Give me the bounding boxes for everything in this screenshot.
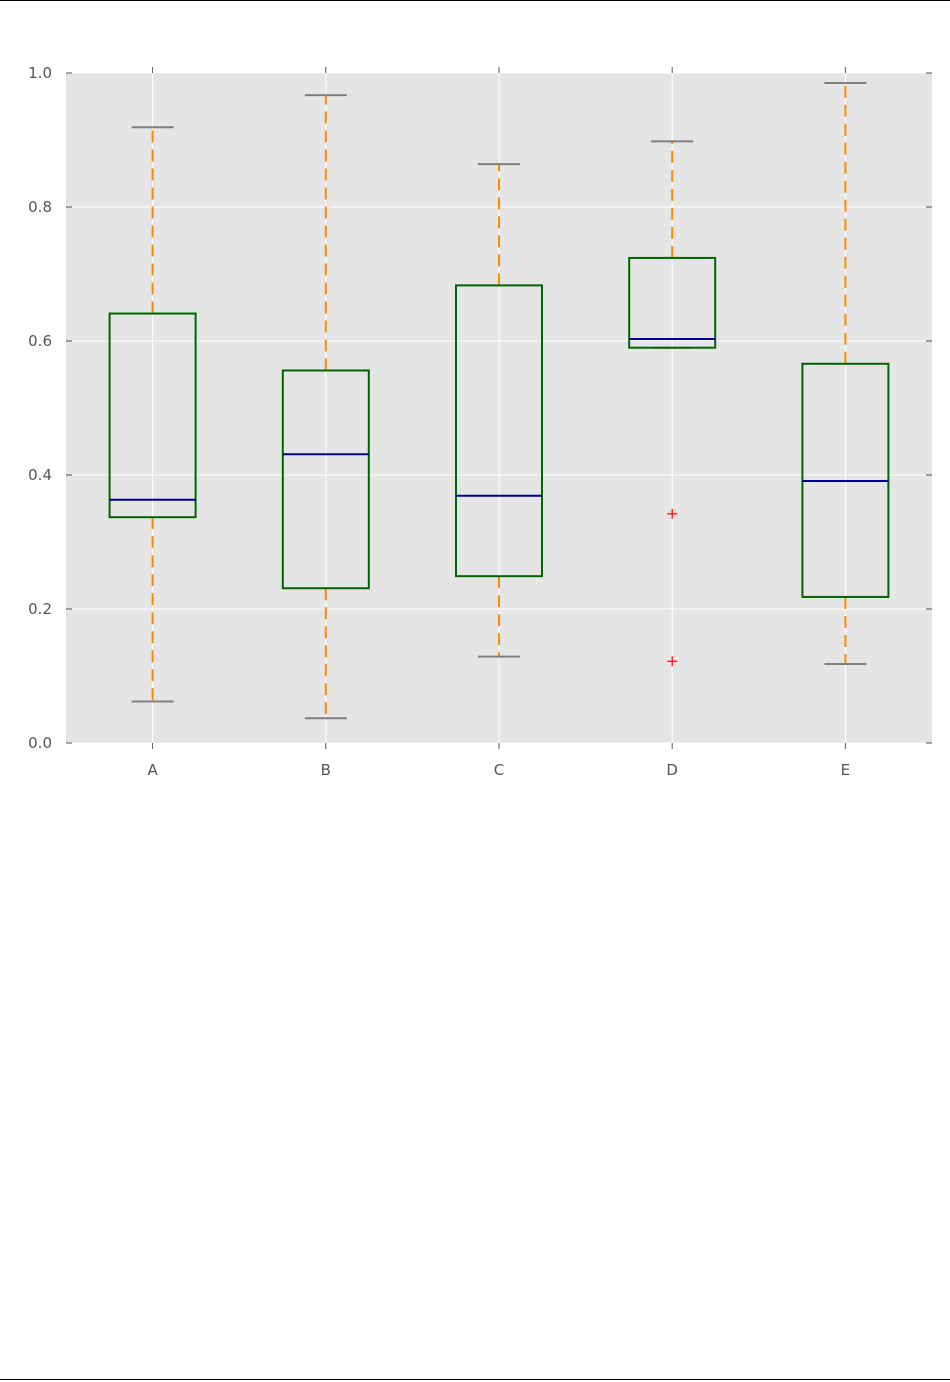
boxes	[108, 82, 890, 720]
y-tick-label: 0.8	[28, 198, 52, 216]
x-tick-label: E	[841, 761, 850, 779]
page-bottom-rule	[0, 1379, 950, 1380]
box-d	[628, 140, 717, 667]
y-tick-label: 0.4	[28, 466, 52, 484]
x-tick-label: D	[666, 761, 678, 779]
y-tick-label: 0.6	[28, 332, 52, 350]
y-tick-label: 0.2	[28, 600, 52, 618]
box-rect	[455, 284, 543, 578]
box-b	[281, 94, 370, 720]
box-e	[801, 82, 890, 665]
x-tick-label: B	[321, 761, 331, 779]
box-rect	[108, 312, 197, 519]
x-axis-tick-labels: A B C D E	[147, 761, 850, 779]
y-tick-label: 1.0	[28, 64, 52, 82]
box-rect	[281, 369, 370, 590]
x-tick-label: C	[494, 761, 504, 779]
x-tick-label: A	[147, 761, 158, 779]
outlier-marker	[667, 508, 678, 519]
box-c	[455, 163, 543, 658]
box-a	[108, 126, 197, 703]
box-plot-chart: 0.0 0.2 0.4 0.6 0.8 1.0 A B C D E	[28, 64, 932, 779]
page-top-rule	[0, 0, 950, 1]
y-tick-label: 0.0	[28, 734, 52, 752]
axis-ticks	[66, 67, 932, 749]
outlier-marker	[667, 656, 678, 667]
y-axis-tick-labels: 0.0 0.2 0.4 0.6 0.8 1.0	[28, 64, 52, 752]
box-rect	[628, 256, 717, 349]
